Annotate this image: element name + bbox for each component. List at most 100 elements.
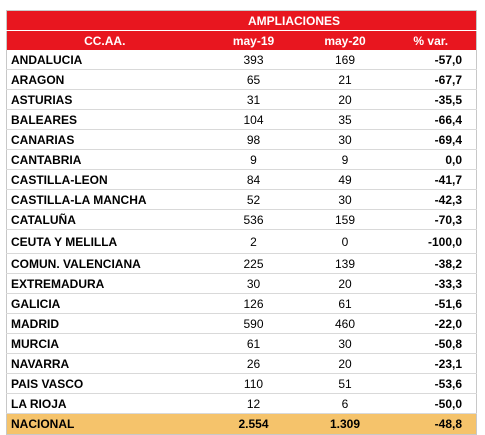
value-may-20: 30 bbox=[304, 333, 386, 354]
ampliaciones-table-container: AMPLIACIONES CC.AA. may-19 may-20 % var.… bbox=[6, 10, 478, 435]
value-may-19: 104 bbox=[202, 109, 305, 130]
table-row: PAIS VASCO 110 51 -53,6 bbox=[6, 373, 477, 394]
region-name: GALICIA bbox=[6, 293, 203, 314]
table-row: CANARIAS 98 30 -69,4 bbox=[6, 129, 477, 150]
table-header-row: CC.AA. may-19 may-20 % var. bbox=[6, 30, 477, 50]
value-may-19: 31 bbox=[202, 89, 305, 110]
region-name: EXTREMADURA bbox=[6, 273, 203, 294]
value-var: -22,0 bbox=[385, 313, 477, 334]
value-may-19: 110 bbox=[202, 373, 305, 394]
region-name: CEUTA Y MELILLA bbox=[6, 229, 203, 254]
table-row: COMUN. VALENCIANA 225 139 -38,2 bbox=[6, 253, 477, 274]
table-row: ANDALUCIA 393 169 -57,0 bbox=[6, 50, 477, 70]
region-name: BALEARES bbox=[6, 109, 203, 130]
value-may-20: 9 bbox=[304, 149, 386, 170]
value-may-19: 65 bbox=[202, 69, 305, 90]
table-title-row: AMPLIACIONES bbox=[6, 10, 477, 31]
region-name: LA RIOJA bbox=[6, 393, 203, 414]
region-name: ARAGON bbox=[6, 69, 203, 90]
value-var: -53,6 bbox=[385, 373, 477, 394]
value-may-20: 21 bbox=[304, 69, 386, 90]
value-may-19: 9 bbox=[202, 149, 305, 170]
value-var: -70,3 bbox=[385, 209, 477, 230]
table-row: EXTREMADURA 30 20 -33,3 bbox=[6, 273, 477, 294]
total-row: NACIONAL 2.554 1.309 -48,8 bbox=[6, 413, 477, 435]
value-var: -41,7 bbox=[385, 169, 477, 190]
value-var: -100,0 bbox=[385, 229, 477, 254]
ampliaciones-table: AMPLIACIONES CC.AA. may-19 may-20 % var.… bbox=[6, 10, 478, 435]
value-may-20: 30 bbox=[304, 189, 386, 210]
value-var: -50,8 bbox=[385, 333, 477, 354]
table-row: CASTILLA-LA MANCHA 52 30 -42,3 bbox=[6, 189, 477, 210]
value-var: -50,0 bbox=[385, 393, 477, 414]
region-name: COMUN. VALENCIANA bbox=[6, 253, 203, 274]
total-label: NACIONAL bbox=[6, 413, 203, 435]
value-may-19: 61 bbox=[202, 333, 305, 354]
region-name: CANARIAS bbox=[6, 129, 203, 150]
table-row: LA RIOJA 12 6 -50,0 bbox=[6, 393, 477, 414]
value-var: 0,0 bbox=[385, 149, 477, 170]
value-may-19: 590 bbox=[202, 313, 305, 334]
value-may-20: 30 bbox=[304, 129, 386, 150]
value-var: -69,4 bbox=[385, 129, 477, 150]
region-name: ANDALUCIA bbox=[6, 50, 203, 70]
region-name: NAVARRA bbox=[6, 353, 203, 374]
header-var: % var. bbox=[385, 30, 477, 50]
table-row: MADRID 590 460 -22,0 bbox=[6, 313, 477, 334]
region-name: CASTILLA-LA MANCHA bbox=[6, 189, 203, 210]
total-var: -48,8 bbox=[385, 413, 477, 435]
region-name: CASTILLA-LEON bbox=[6, 169, 203, 190]
value-var: -57,0 bbox=[385, 50, 477, 70]
header-ccaa: CC.AA. bbox=[6, 30, 203, 50]
table-row: BALEARES 104 35 -66,4 bbox=[6, 109, 477, 130]
region-name: CATALUÑA bbox=[6, 209, 203, 230]
value-var: -42,3 bbox=[385, 189, 477, 210]
header-may-20: may-20 bbox=[304, 30, 386, 50]
value-may-20: 139 bbox=[304, 253, 386, 274]
value-may-20: 35 bbox=[304, 109, 386, 130]
value-may-20: 159 bbox=[304, 209, 386, 230]
value-may-19: 84 bbox=[202, 169, 305, 190]
table-row: CATALUÑA 536 159 -70,3 bbox=[6, 209, 477, 230]
value-may-19: 126 bbox=[202, 293, 305, 314]
region-name: MURCIA bbox=[6, 333, 203, 354]
region-name: MADRID bbox=[6, 313, 203, 334]
table-row: ARAGON 65 21 -67,7 bbox=[6, 69, 477, 90]
value-may-20: 20 bbox=[304, 89, 386, 110]
value-var: -51,6 bbox=[385, 293, 477, 314]
header-may-19: may-19 bbox=[202, 30, 305, 50]
table-row: CASTILLA-LEON 84 49 -41,7 bbox=[6, 169, 477, 190]
value-may-20: 51 bbox=[304, 373, 386, 394]
value-may-19: 12 bbox=[202, 393, 305, 414]
value-may-19: 2 bbox=[202, 229, 305, 254]
value-may-19: 536 bbox=[202, 209, 305, 230]
table-title: AMPLIACIONES bbox=[202, 10, 386, 31]
table-row: GALICIA 126 61 -51,6 bbox=[6, 293, 477, 314]
value-may-19: 30 bbox=[202, 273, 305, 294]
value-may-20: 61 bbox=[304, 293, 386, 314]
table-row: ASTURIAS 31 20 -35,5 bbox=[6, 89, 477, 110]
value-may-20: 460 bbox=[304, 313, 386, 334]
table-row: NAVARRA 26 20 -23,1 bbox=[6, 353, 477, 374]
value-may-20: 169 bbox=[304, 50, 386, 70]
value-may-19: 26 bbox=[202, 353, 305, 374]
value-may-19: 225 bbox=[202, 253, 305, 274]
table-row: CEUTA Y MELILLA 2 0 -100,0 bbox=[6, 229, 477, 254]
value-may-19: 98 bbox=[202, 129, 305, 150]
value-may-20: 0 bbox=[304, 229, 386, 254]
value-var: -35,5 bbox=[385, 89, 477, 110]
value-may-20: 6 bbox=[304, 393, 386, 414]
value-var: -38,2 bbox=[385, 253, 477, 274]
value-may-20: 20 bbox=[304, 353, 386, 374]
region-name: CANTABRIA bbox=[6, 149, 203, 170]
value-var: -67,7 bbox=[385, 69, 477, 90]
table-row: CANTABRIA 9 9 0,0 bbox=[6, 149, 477, 170]
value-may-19: 393 bbox=[202, 50, 305, 70]
total-may-20: 1.309 bbox=[304, 413, 386, 435]
value-may-20: 20 bbox=[304, 273, 386, 294]
region-name: PAIS VASCO bbox=[6, 373, 203, 394]
region-name: ASTURIAS bbox=[6, 89, 203, 110]
table-row: MURCIA 61 30 -50,8 bbox=[6, 333, 477, 354]
value-var: -23,1 bbox=[385, 353, 477, 374]
value-var: -33,3 bbox=[385, 273, 477, 294]
